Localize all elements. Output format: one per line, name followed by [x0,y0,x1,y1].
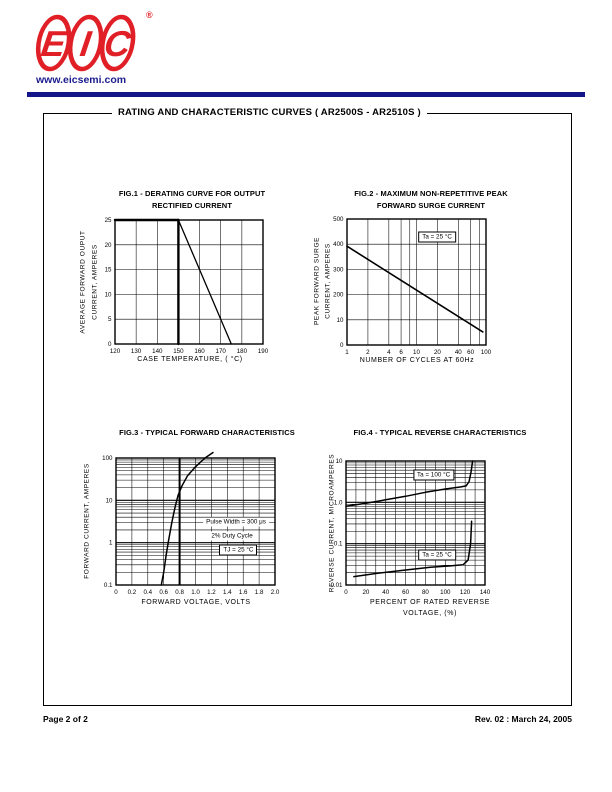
fig3-y-axis-label: FORWARD CURRENT, AMPERES [83,463,91,579]
revision-date: Rev. 02 : March 24, 2005 [474,714,572,724]
fig2-title-line1: FIG.2 - MAXIMUM NON-REPETITIVE PEAK [354,189,508,198]
svg-text:1.4: 1.4 [223,589,232,596]
svg-text:20: 20 [105,242,112,249]
svg-text:200: 200 [333,292,344,299]
svg-text:10: 10 [106,497,113,504]
registered-trademark-icon: ® [146,10,153,20]
fig3-forward-characteristics-chart: 0 0.2 0.4 0.6 0.8 1.0 1.2 1.4 1.6 1.8 2.0 0.1 1 10 100 [102,451,280,596]
website-link[interactable]: www.eicsemi.com [36,74,127,86]
svg-text:180: 180 [237,348,248,355]
svg-text:100: 100 [440,589,451,596]
fig1-y-axis-label-line2: CURRENT, AMPERES [91,244,99,320]
svg-text:140: 140 [480,589,491,596]
svg-text:1.8: 1.8 [255,589,264,596]
svg-text:0: 0 [108,341,112,348]
svg-text:2: 2 [366,349,370,356]
svg-text:5: 5 [108,316,112,323]
svg-text:20: 20 [362,589,369,596]
fig1-y-axis-label-line1: AVERAGE FORWARD OUPUT [79,230,87,334]
svg-text:1.6: 1.6 [239,589,248,596]
fig3-x-axis-label: FORWARD VOLTAGE, VOLTS [141,599,251,606]
content-frame [43,113,572,706]
svg-text:300: 300 [333,266,344,273]
svg-text:40: 40 [382,589,389,596]
svg-text:500: 500 [333,216,344,223]
svg-text:10: 10 [337,317,344,324]
svg-text:190: 190 [258,348,269,355]
svg-text:80: 80 [422,589,429,596]
svg-text:0.1: 0.1 [104,582,113,589]
eic-logo: E I C [35,14,136,72]
fig1-title-line2: RECTIFIED CURRENT [151,201,233,210]
fig4-annotation: Ta = 100 °C [412,469,455,481]
svg-text:10: 10 [105,291,112,298]
svg-text:0: 0 [114,589,118,596]
svg-text:130: 130 [131,348,142,355]
fig2-y-axis-label-line1: PEAK FORWARD SURGE [313,236,321,326]
svg-text:10: 10 [336,458,343,465]
svg-text:0: 0 [340,342,344,349]
svg-text:1.0: 1.0 [191,589,200,596]
fig2-annotation: Ta = 25 °C [418,231,456,243]
svg-text:0.8: 0.8 [175,589,184,596]
svg-text:120: 120 [110,348,121,355]
svg-text:25: 25 [105,217,112,224]
svg-text:0.6: 0.6 [159,589,168,596]
fig4-reverse-characteristics-chart: 0 20 40 60 80 100 120 140 0.01 0.1 1.0 10 [330,458,490,596]
svg-text:170: 170 [216,348,227,355]
fig4-y-axis-label: REVERSE CURRENT, MICROAMPERES [328,453,336,593]
svg-text:2.0: 2.0 [271,589,280,596]
fig2-x-axis-label: NUMBER OF CYCLES AT 60Hz [359,357,475,364]
svg-text:60: 60 [402,589,409,596]
svg-text:150: 150 [173,348,184,355]
fig1-x-axis-label: CASE TEMPERATURE, ( °C) [137,356,243,363]
fig3-annotation: Pulse Width = 300 μs [203,517,269,526]
svg-text:1: 1 [345,349,349,356]
svg-text:0.4: 0.4 [143,589,152,596]
svg-text:1: 1 [109,540,113,547]
fig2-title-line2: FORWARD SURGE CURRENT [376,201,486,210]
svg-text:4: 4 [387,349,391,356]
svg-text:120: 120 [460,589,471,596]
logo-ring-icon [99,14,136,72]
svg-text:20: 20 [434,349,441,356]
svg-text:400: 400 [333,241,344,248]
page-title: RATING AND CHARACTERISTIC CURVES ( AR250… [112,107,427,118]
svg-text:60: 60 [467,349,474,356]
svg-text:6: 6 [399,349,403,356]
fig4-annotation: Ta = 25 °C [418,549,456,561]
fig4-title: FIG.4 - TYPICAL REVERSE CHARACTERISTICS [353,428,527,437]
fig1-title-line1: FIG.1 - DERATING CURVE FOR OUTPUT [118,189,266,198]
svg-text:10: 10 [413,349,420,356]
fig3-title: FIG.3 - TYPICAL FORWARD CHARACTERISTICS [119,428,295,437]
svg-text:0.2: 0.2 [128,589,137,596]
svg-text:1.2: 1.2 [207,589,216,596]
fig2-surge-current-chart: 1 2 4 6 10 20 40 60 100 0 10 200 300 400 500 [333,216,492,356]
svg-text:100: 100 [481,349,492,356]
fig3-annotation: TJ = 25 °C [219,544,258,556]
fig4-x-axis-label-line1: PERCENT OF RATED REVERSE [370,599,490,606]
logo-letter: I [78,23,95,64]
svg-text:160: 160 [194,348,205,355]
fig3-annotation: 2% Duty Cycle [208,531,256,541]
svg-text:1.0: 1.0 [334,499,343,506]
svg-text:100: 100 [102,455,113,462]
fig2-y-axis-label-line2: CURRENT, AMPERES [324,243,332,319]
header-divider [27,92,585,97]
fig1-derating-curve-chart: 120 130 140 150 160 170 180 190 0 5 10 15 20 25 [105,217,269,355]
svg-text:0.1: 0.1 [334,541,343,548]
svg-text:15: 15 [105,267,112,274]
svg-text:0: 0 [344,589,348,596]
svg-text:0.01: 0.01 [330,582,343,589]
fig4-x-axis-label-line2: VOLTAGE, (%) [402,610,458,617]
svg-text:140: 140 [152,348,163,355]
page-number: Page 2 of 2 [43,714,88,724]
svg-text:40: 40 [455,349,462,356]
